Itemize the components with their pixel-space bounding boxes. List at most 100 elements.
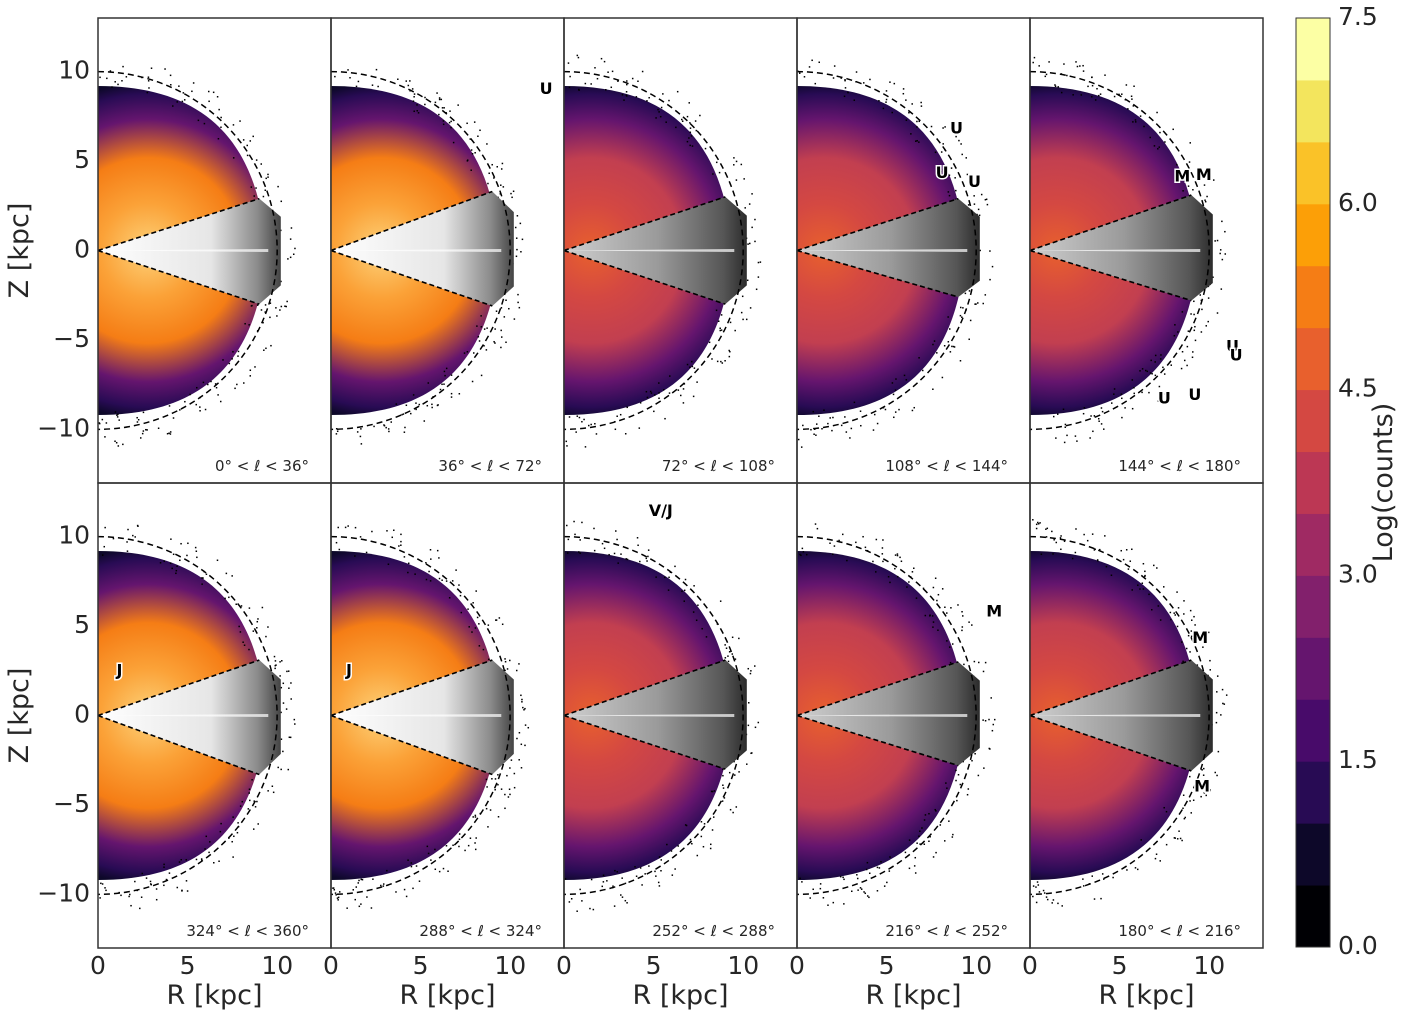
x-tick-label: 10 (1193, 951, 1225, 980)
radius-10kpc-circle (98, 70, 278, 431)
marker-u: U (1226, 337, 1239, 356)
marker-m: M (1192, 628, 1208, 647)
radius-10kpc-circle (331, 535, 511, 896)
wedge-boundary-upper (98, 659, 260, 717)
marker-u: U (936, 163, 949, 182)
y-tick-label: 10 (58, 521, 90, 550)
colorbar: 0.0 1.5 3.0 4.5 6.0 7.5 Log(counts) (1295, 2, 1399, 960)
y-tick-label: 5 (74, 145, 90, 174)
longitude-range-label: 324° < ℓ < 360° (186, 922, 309, 940)
radius-10kpc-circle (564, 535, 744, 896)
x-axis-label: R [kpc] (632, 980, 728, 1011)
colorbar-segment (1296, 327, 1330, 391)
masked-wedge (331, 660, 514, 775)
radius-10kpc-circle (797, 535, 977, 896)
x-axis-label: R [kpc] (399, 980, 495, 1011)
x-tick-label: 10 (494, 951, 526, 980)
masked-wedge (98, 198, 281, 305)
x-tick-label: 10 (261, 951, 293, 980)
panel-7: J 288° < ℓ < 324° 0 5 10R [kpc] (323, 482, 565, 1011)
wedge-boundary-lower (564, 714, 726, 770)
x-axis-label: R [kpc] (166, 980, 262, 1011)
marker-j: J (345, 660, 352, 679)
panel-10: M M 180° < ℓ < 216° 0 5 10R [kpc] (1022, 482, 1264, 1011)
marker-v-j: V/J (649, 501, 673, 520)
x-tick-label: 10 (727, 951, 759, 980)
wedge-boundary-upper (98, 197, 260, 252)
colorbar-tick-label: 1.5 (1338, 745, 1378, 774)
longitude-range-label: 0° < ℓ < 36° (215, 457, 309, 475)
marker-u: U (540, 79, 553, 98)
colorbar-tick-label: 0.0 (1338, 931, 1378, 960)
marker-u: U (1158, 388, 1171, 407)
x-tick-label: 0 (1022, 951, 1038, 980)
wedge-boundary-lower (331, 249, 493, 307)
panel-1: 0° < ℓ < 36° −10 −5 0 5 10 Z [kpc] (4, 17, 332, 484)
x-axis-label: R [kpc] (1098, 980, 1194, 1011)
x-tick-label: 5 (879, 951, 895, 980)
colorbar-segment (1296, 451, 1330, 514)
colorbar-label: Log(counts) (1368, 403, 1399, 563)
panels-layer: 0° < ℓ < 36° −10 −5 0 5 10 Z [kpc] U 36° < ℓ < 7… (4, 17, 1264, 1011)
y-tick-label: 0 (74, 235, 90, 264)
longitude-range-label: 36° < ℓ < 72° (438, 457, 542, 475)
y-axis-label: Z [kpc] (4, 203, 35, 299)
y-tick-label: 5 (74, 610, 90, 639)
colorbar-segment (1296, 513, 1330, 576)
x-tick-label: 5 (1112, 951, 1128, 980)
colorbar-segment (1296, 823, 1330, 886)
marker-m: M (1194, 777, 1210, 796)
colorbar-segment (1296, 575, 1330, 638)
panel-frame (1029, 482, 1264, 949)
colorbar-segment (1296, 885, 1330, 948)
wedge-boundary-upper (564, 196, 726, 252)
longitude-range-label: 288° < ℓ < 324° (419, 922, 542, 940)
y-tick-label: 10 (58, 56, 90, 85)
wedge-boundary-lower (564, 249, 726, 305)
colorbar-segment (1296, 699, 1330, 762)
x-tick-label: 0 (556, 951, 572, 980)
masked-wedge (797, 198, 980, 297)
colorbar-segment (1296, 18, 1330, 81)
radius-10kpc-circle (331, 70, 511, 431)
longitude-range-label: 180° < ℓ < 216° (1118, 922, 1241, 940)
wedge-boundary-upper (797, 197, 959, 252)
radius-10kpc-circle (797, 70, 977, 431)
wedge-boundary-lower (98, 714, 260, 776)
wedge-boundary-upper (564, 659, 726, 717)
wedge-boundary-upper (1030, 659, 1192, 717)
wedge-boundary-upper (797, 661, 959, 717)
colorbar-segment (1296, 761, 1330, 824)
colorbar-segment (1296, 637, 1330, 700)
y-tick-label: −10 (37, 413, 90, 442)
wedge-boundary-upper (1030, 194, 1192, 252)
marker-m: M (986, 601, 1002, 620)
colorbar-segment (1296, 141, 1330, 205)
marker-u: U (1188, 385, 1201, 404)
colorbar-segment (1296, 265, 1330, 329)
masked-wedge (98, 660, 281, 775)
colorbar-tick-label: 7.5 (1338, 2, 1378, 31)
x-tick-label: 5 (180, 951, 196, 980)
longitude-range-label: 108° < ℓ < 144° (885, 457, 1008, 475)
wedge-boundary-lower (1030, 249, 1192, 302)
wedge-boundary-lower (797, 249, 959, 298)
marker-j: J (116, 660, 123, 679)
x-tick-label: 0 (323, 951, 339, 980)
masked-wedge (564, 660, 747, 770)
y-axis-label: Z [kpc] (4, 668, 35, 764)
panel-8: V/J 252° < ℓ < 288° 0 5 10R [kpc] (556, 482, 798, 1011)
wedge-boundary-lower (98, 249, 260, 305)
longitude-range-label: 72° < ℓ < 108° (662, 457, 775, 475)
colorbar-segment (1296, 79, 1330, 143)
y-tick-label: 0 (74, 700, 90, 729)
masked-wedge (797, 661, 980, 766)
panel-9: M 216° < ℓ < 252° 0 5 10R [kpc] (789, 482, 1031, 1011)
x-tick-label: 0 (90, 951, 106, 980)
masked-wedge (1030, 195, 1213, 301)
radius-10kpc-circle (1030, 70, 1210, 431)
longitude-range-label: 144° < ℓ < 180° (1118, 457, 1241, 475)
radius-10kpc-circle (98, 535, 278, 896)
